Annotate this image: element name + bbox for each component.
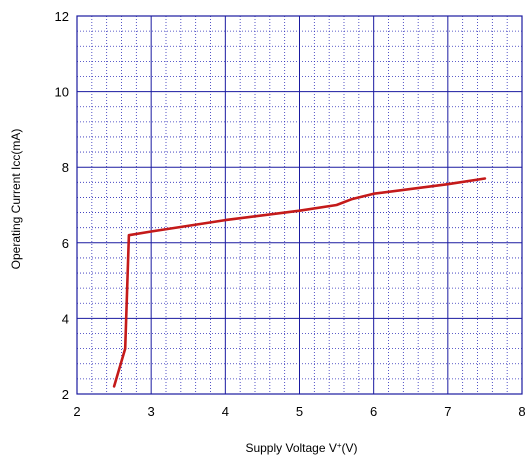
x-tick-label: 8	[518, 404, 525, 419]
y-tick-label: 10	[55, 85, 69, 100]
x-tick-label: 4	[222, 404, 229, 419]
series-layer	[112, 177, 487, 388]
x-tick-label: 6	[370, 404, 377, 419]
y-axis-title: Operating Current Icc(mA)	[9, 129, 23, 270]
x-axis-title: Supply Voltage V+(V)	[245, 441, 357, 456]
plot-frame	[76, 15, 523, 395]
series-line-icc	[112, 177, 487, 388]
x-tick-label: 7	[444, 404, 451, 419]
y-tick-label: 8	[62, 160, 69, 175]
y-tick-labels: 2 4 6 8 10 12	[55, 9, 69, 402]
y-tick-label: 12	[55, 9, 69, 24]
x-axis-title-sup: +	[337, 441, 342, 450]
x-axis-title-main: Supply Voltage V	[245, 441, 336, 455]
x-axis-title-tail: (V)	[342, 441, 358, 455]
x-tick-labels: 2 3 4 5 6 7 8	[73, 404, 525, 419]
x-tick-label: 5	[296, 404, 303, 419]
x-tick-label: 3	[148, 404, 155, 419]
x-tick-label: 2	[73, 404, 80, 419]
y-tick-label: 2	[62, 387, 69, 402]
major-grid	[77, 16, 522, 394]
y-tick-label: 4	[62, 311, 69, 326]
y-tick-label: 6	[62, 236, 69, 251]
